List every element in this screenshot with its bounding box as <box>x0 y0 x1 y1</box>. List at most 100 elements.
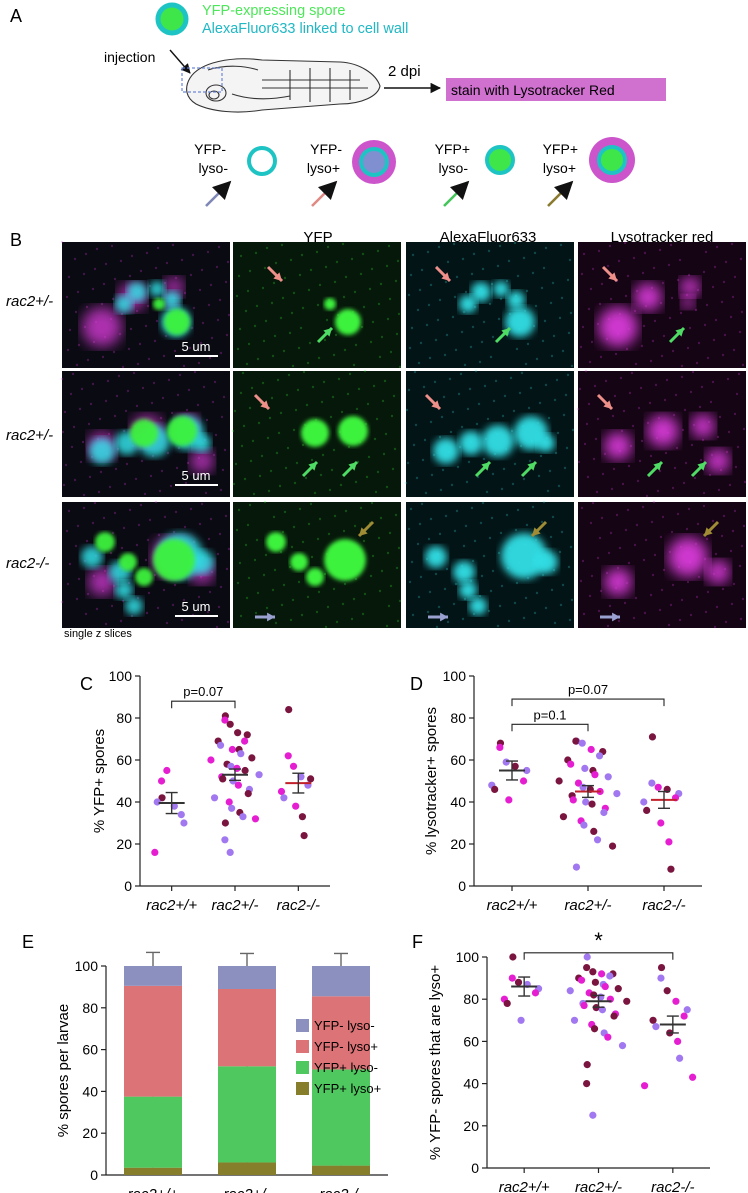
noise-speck <box>263 266 267 270</box>
noise-speck <box>173 349 177 353</box>
noise-speck <box>538 401 542 405</box>
noise-speck <box>285 393 289 397</box>
y-tick-label: 60 <box>450 752 466 768</box>
noise-speck <box>333 514 337 518</box>
noise-speck <box>354 480 358 484</box>
noise-speck <box>422 385 426 389</box>
y-tick-label: 80 <box>450 710 466 726</box>
noise-speck <box>600 282 604 286</box>
noise-speck <box>411 253 415 257</box>
noise-speck <box>72 425 76 429</box>
noise-speck <box>702 491 706 495</box>
noise-speck <box>68 328 72 332</box>
injection-label: injection <box>104 49 155 65</box>
noise-speck <box>332 448 336 452</box>
data-point <box>177 811 185 819</box>
noise-speck <box>313 491 317 495</box>
noise-speck <box>136 362 140 366</box>
noise-speck <box>128 508 132 512</box>
noise-speck <box>218 298 222 302</box>
noise-speck <box>337 377 341 381</box>
noise-speck <box>560 296 564 300</box>
noise-speck <box>348 372 352 376</box>
noise-speck <box>291 364 295 368</box>
noise-speck <box>500 487 504 491</box>
noise-speck <box>662 568 666 572</box>
y-tick-label: 40 <box>82 1083 98 1099</box>
noise-speck <box>440 415 444 419</box>
noise-speck <box>673 466 677 470</box>
y-tick-label: 40 <box>116 794 132 810</box>
noise-speck <box>516 274 520 278</box>
noise-speck <box>483 384 487 388</box>
panel-letter-c: C <box>80 674 93 694</box>
noise-speck <box>583 442 587 446</box>
noise-speck <box>161 396 165 400</box>
noise-speck <box>76 524 80 528</box>
noise-speck <box>114 467 118 471</box>
noise-speck <box>544 606 548 610</box>
noise-speck <box>683 408 687 412</box>
noise-speck <box>263 500 267 504</box>
data-point <box>589 968 597 976</box>
data-point <box>255 771 263 779</box>
noise-speck <box>601 472 605 476</box>
noise-speck <box>487 609 491 613</box>
noise-speck <box>649 454 653 458</box>
noise-speck <box>633 543 637 547</box>
noise-speck <box>241 371 245 375</box>
micrograph-r2-c1: 5 um <box>60 370 230 497</box>
noise-speck <box>617 619 621 623</box>
fluorescent-blob <box>668 537 708 577</box>
noise-speck <box>417 361 421 365</box>
noise-speck <box>282 349 286 353</box>
noise-speck <box>137 523 141 527</box>
noise-speck <box>206 610 210 614</box>
noise-speck <box>174 510 178 514</box>
fluorescent-blob <box>433 438 459 464</box>
data-point <box>559 813 568 821</box>
noise-speck <box>728 483 732 487</box>
data-point <box>591 771 599 779</box>
noise-speck <box>473 539 477 543</box>
y-tick-label: 20 <box>463 1118 479 1134</box>
noise-speck <box>322 380 326 384</box>
noise-speck <box>656 489 660 493</box>
micrograph-r3-c2 <box>233 500 402 629</box>
noise-speck <box>325 318 329 322</box>
micrograph-arrowhead <box>481 462 490 471</box>
noise-speck <box>466 407 470 411</box>
noise-speck <box>512 409 516 413</box>
noise-speck <box>370 267 374 271</box>
fluorescent-blob <box>647 415 679 447</box>
noise-speck <box>697 575 701 579</box>
noise-speck <box>448 377 452 381</box>
noise-speck <box>569 311 573 315</box>
noise-speck <box>299 326 303 330</box>
noise-speck <box>244 309 248 313</box>
noise-speck <box>503 394 507 398</box>
noise-speck <box>146 538 150 542</box>
data-point <box>219 775 227 783</box>
noise-speck <box>84 252 88 256</box>
micrograph-arrowhead <box>440 612 448 622</box>
noise-speck <box>120 312 124 316</box>
noise-speck <box>452 602 456 606</box>
noise-speck <box>82 493 86 497</box>
noise-speck <box>162 354 166 358</box>
fluorescent-blob <box>95 532 115 552</box>
noise-speck <box>200 268 204 272</box>
noise-speck <box>709 400 713 404</box>
noise-speck <box>249 459 253 463</box>
class-3-arrow <box>443 180 470 207</box>
noise-speck <box>104 262 108 266</box>
data-point <box>234 781 242 789</box>
noise-speck <box>293 481 297 485</box>
noise-speck <box>735 392 739 396</box>
chart-e-legend: YFP- lyso- YFP- lyso+ YFP+ lyso- YFP+ lyso+ <box>296 1018 381 1096</box>
noise-speck <box>570 598 574 602</box>
noise-speck <box>531 505 535 509</box>
noise-speck <box>139 269 143 273</box>
column-header-alexa: AlexaFluor633 <box>440 229 537 246</box>
x-tick-label: rac2+/+ <box>487 897 538 914</box>
